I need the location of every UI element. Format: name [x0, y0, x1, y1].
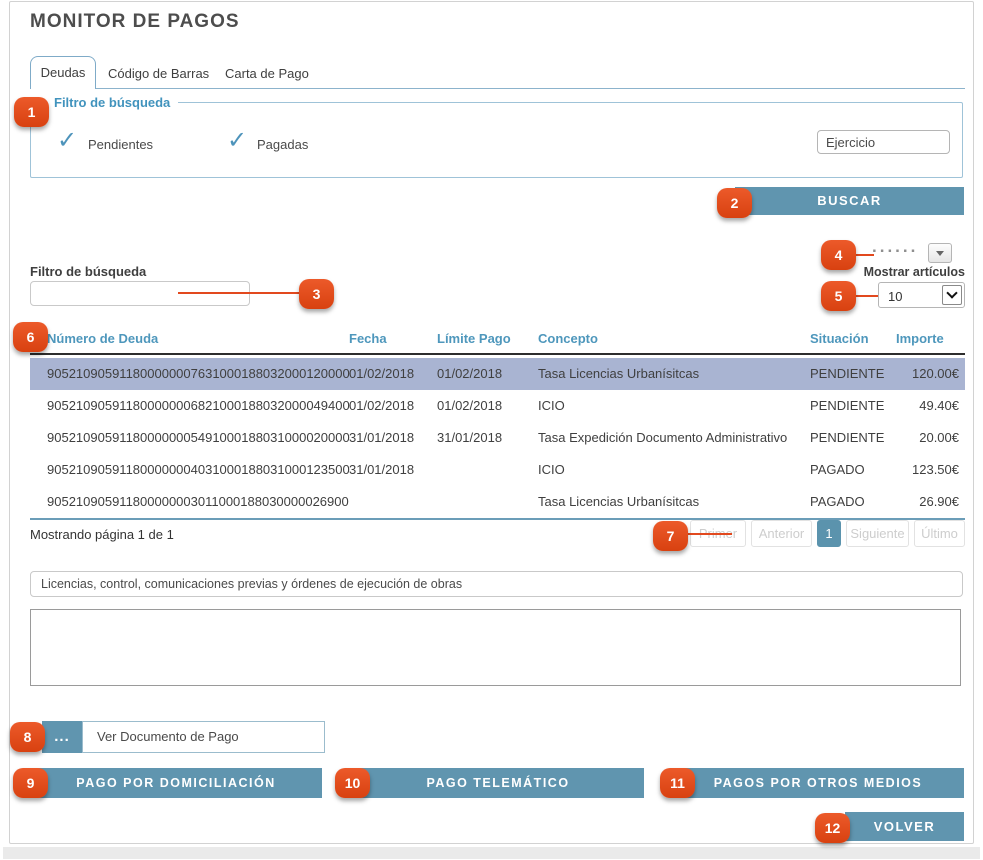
cell-numero: 9052109059118000000076310001880320001200…: [47, 366, 350, 381]
check-icon[interactable]: ✓: [57, 126, 78, 154]
page-size-label: Mostrar artículos: [863, 265, 965, 279]
checkbox-pendientes-label[interactable]: Pendientes: [88, 137, 154, 152]
pagination-status: Mostrando página 1 de 1: [30, 527, 174, 542]
detail-textarea[interactable]: [30, 609, 961, 686]
ver-documento-label: Ver Documento de Pago: [97, 729, 239, 744]
cell-importe: 123.50€: [912, 462, 959, 477]
pagination-last-button[interactable]: Último: [914, 520, 965, 547]
table-row[interactable]: 9052109059118000000030110001880300000269…: [30, 486, 965, 518]
col-header-numero[interactable]: Número de Deuda: [47, 331, 159, 346]
volver-button[interactable]: VOLVER: [845, 812, 964, 841]
cell-limite: 01/02/2018: [437, 398, 503, 413]
concepto-detail-input[interactable]: [30, 571, 963, 597]
page-title: MONITOR DE PAGOS: [30, 11, 240, 32]
pagination-next-button[interactable]: Siguiente: [846, 520, 909, 547]
page-size-value: 10: [888, 289, 903, 304]
check-icon[interactable]: ✓: [227, 126, 248, 154]
cell-fecha: 31/01/2018: [349, 462, 415, 477]
cell-concepto: Tasa Licencias Urbanísitcas: [538, 366, 700, 381]
ver-documento-box[interactable]: Ver Documento de Pago: [82, 721, 325, 753]
table-row[interactable]: 9052109059118000000054910001880310000200…: [30, 422, 965, 454]
cell-situacion: PAGADO: [810, 462, 865, 477]
table-row[interactable]: 9052109059118000000068210001880320000494…: [30, 390, 965, 422]
callout-badge-9: 9: [13, 768, 48, 798]
callout-badge-3: 3: [299, 279, 334, 309]
cell-numero: 9052109059118000000054910001880310000200…: [47, 430, 350, 445]
callout-line: [852, 254, 874, 256]
column-options-button[interactable]: ......: [872, 237, 919, 256]
bottom-strip: [3, 847, 980, 859]
cell-fecha: 01/02/2018: [349, 366, 415, 381]
table-row[interactable]: 9052109059118000000076310001880320001200…: [30, 358, 965, 390]
documento-dots-button[interactable]: ...: [42, 721, 82, 753]
cell-situacion: PENDIENTE: [810, 398, 885, 413]
table-row[interactable]: 9052109059118000000040310001880310001235…: [30, 454, 965, 486]
table-bottom-rule: [30, 518, 965, 520]
cell-fecha: 01/02/2018: [349, 398, 415, 413]
search-filter-fieldset: [30, 102, 963, 178]
quick-filter-label: Filtro de búsqueda: [30, 264, 147, 279]
callout-badge-4: 4: [821, 240, 856, 270]
cell-limite: 31/01/2018: [437, 430, 503, 445]
cell-situacion: PENDIENTE: [810, 430, 885, 445]
cell-concepto: Tasa Expedición Documento Administrativo: [538, 430, 788, 445]
chevron-down-icon: [946, 287, 958, 299]
cell-numero: 9052109059118000000068210001880320000494…: [47, 398, 350, 413]
pagos-otros-medios-button[interactable]: PAGOS POR OTROS MEDIOS: [672, 768, 964, 798]
cell-numero: 9052109059118000000030110001880300000269…: [47, 494, 349, 509]
callout-badge-2: 2: [717, 188, 752, 218]
search-filter-legend: Filtro de búsqueda: [46, 95, 179, 110]
table-header-rule: [30, 353, 965, 355]
checkbox-pagadas-label[interactable]: Pagadas: [257, 137, 309, 152]
callout-badge-12: 12: [815, 813, 850, 843]
callout-line: [686, 533, 732, 535]
ejercicio-input[interactable]: [817, 130, 950, 154]
page-card: [9, 1, 974, 844]
callout-badge-8: 8: [10, 722, 45, 752]
cell-importe: 120.00€: [912, 366, 959, 381]
chevron-down-icon: [936, 251, 944, 256]
pagination-page-1-button[interactable]: 1: [817, 520, 841, 547]
select-arrow-box[interactable]: [942, 285, 962, 305]
cell-situacion: PAGADO: [810, 494, 865, 509]
tab-deudas[interactable]: Deudas: [30, 56, 96, 89]
cell-limite: 01/02/2018: [437, 366, 503, 381]
callout-badge-6: 6: [13, 322, 48, 352]
col-header-concepto[interactable]: Concepto: [538, 331, 598, 346]
callout-badge-10: 10: [335, 768, 370, 798]
buscar-button[interactable]: BUSCAR: [735, 187, 964, 215]
callout-line: [178, 292, 300, 294]
callout-badge-1: 1: [14, 97, 49, 127]
cell-situacion: PENDIENTE: [810, 366, 885, 381]
cell-importe: 49.40€: [919, 398, 959, 413]
col-header-limite[interactable]: Límite Pago: [437, 331, 511, 346]
cell-concepto: Tasa Licencias Urbanísitcas: [538, 494, 700, 509]
col-header-fecha[interactable]: Fecha: [349, 331, 387, 346]
cell-importe: 26.90€: [919, 494, 959, 509]
col-header-importe[interactable]: Importe: [896, 331, 944, 346]
tab-carta-de-pago[interactable]: Carta de Pago: [225, 66, 309, 81]
pago-telematico-button[interactable]: PAGO TELEMÁTICO: [352, 768, 644, 798]
callout-line: [852, 295, 878, 297]
page-size-select[interactable]: 10: [878, 282, 965, 308]
callout-badge-5: 5: [821, 281, 856, 311]
callout-badge-11: 11: [660, 768, 695, 798]
cell-fecha: 31/01/2018: [349, 430, 415, 445]
tab-codigo-de-barras[interactable]: Código de Barras: [108, 66, 210, 81]
pagination-prev-button[interactable]: Anterior: [751, 520, 812, 547]
pago-domiciliacion-button[interactable]: PAGO POR DOMICILIACIÓN: [30, 768, 322, 798]
cell-importe: 20.00€: [919, 430, 959, 445]
callout-badge-7: 7: [653, 521, 688, 551]
column-options-dropdown[interactable]: [928, 243, 952, 263]
col-header-situacion[interactable]: Situación: [810, 331, 869, 346]
cell-concepto: ICIO: [538, 398, 565, 413]
cell-numero: 9052109059118000000040310001880310001235…: [47, 462, 350, 477]
cell-concepto: ICIO: [538, 462, 565, 477]
tab-bar-divider: [30, 88, 965, 89]
